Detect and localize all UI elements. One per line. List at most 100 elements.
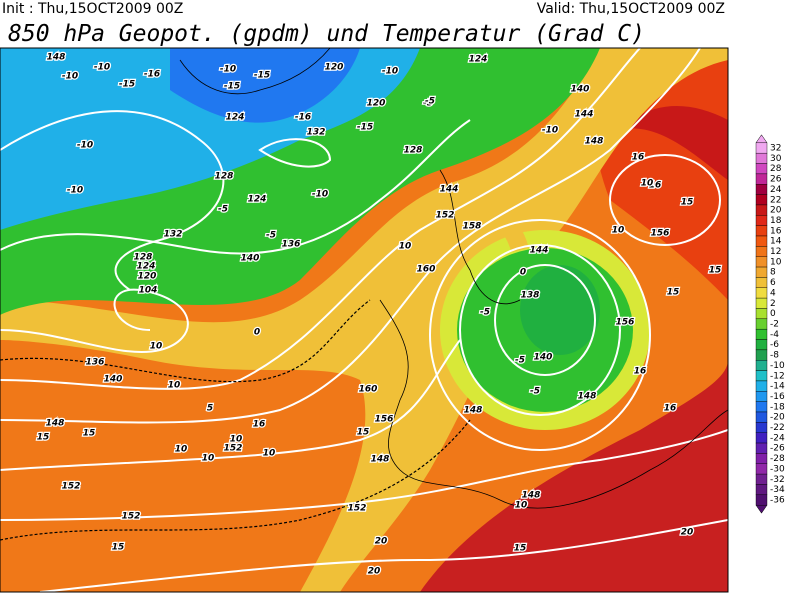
colorbar-swatch (755, 349, 768, 361)
colorbar-swatch (755, 152, 768, 164)
colorbar-swatch (755, 277, 768, 288)
colorbar-swatch (755, 453, 768, 464)
contour-label: 16 (632, 153, 645, 163)
contour-label: 15 (514, 544, 527, 554)
contour-label: -10 (62, 72, 78, 82)
contour-label: 156 (616, 318, 635, 328)
colorbar-swatch (755, 308, 768, 320)
contour-label: -10 (94, 63, 110, 73)
contour-label: 140 (571, 85, 590, 95)
colorbar-tick-label: 4 (770, 288, 776, 298)
contour-label: 136 (86, 358, 105, 368)
colorbar-tick-label: -14 (770, 382, 785, 392)
colorbar-arrow-bottom (755, 504, 768, 514)
colorbar-tick-label: 22 (770, 195, 781, 205)
contour-label: 148 (371, 455, 390, 465)
contour-label: 15 (37, 433, 50, 443)
colorbar-tick-label: -4 (770, 330, 779, 340)
contour-label: 10 (612, 226, 625, 236)
colorbar-tick-label: -24 (770, 433, 785, 443)
colorbar-swatch (755, 360, 768, 371)
colorbar-tick-label: 16 (770, 226, 782, 236)
colorbar-swatch (755, 463, 768, 475)
contour-label: 15 (681, 198, 694, 208)
colorbar-swatch (755, 266, 768, 278)
contour-label: -16 (144, 70, 160, 80)
contour-labels: 148 -10 -10 -15 -16 120 -10 124 140 -5 -10 -15 -15 12… (35, 51, 722, 578)
contour-label: 148 (46, 419, 65, 429)
colorbar-swatch (755, 432, 768, 444)
colorbar-swatch (755, 422, 768, 433)
contour-label: -16 (295, 113, 311, 123)
contour-label: 152 (436, 211, 455, 221)
contour-label: 140 (534, 353, 553, 363)
contour-label: 0 (520, 268, 526, 278)
colorbar-swatch (755, 246, 768, 257)
colorbar-tick-label: -26 (770, 444, 785, 454)
contour-label: 10 (168, 381, 181, 391)
contour-label: -5 (480, 308, 490, 318)
contour-label: 152 (122, 512, 141, 522)
contour-label: 144 (575, 110, 594, 120)
contour-label: 10 (263, 449, 276, 459)
contour-label: 144 (530, 246, 549, 256)
contour-label: 132 (307, 128, 326, 138)
contour-label: 10 (399, 242, 412, 252)
contour-label: 16 (634, 367, 647, 377)
contour-label: 132 (164, 230, 183, 240)
colorbar-swatch (755, 256, 768, 268)
contour-label: -10 (382, 67, 398, 77)
colorbar-swatch (755, 287, 768, 299)
map-title: 850 hPa Geopot. (gpdm) und Temperatur (G… (8, 21, 645, 47)
contour-label: 148 (585, 137, 604, 147)
contour-label: 138 (521, 291, 540, 301)
colorbar-swatch (755, 494, 768, 506)
colorbar-tick-label: 18 (770, 216, 782, 226)
contour-label: 124 (226, 113, 245, 123)
colorbar-swatch (755, 204, 768, 216)
map-area (0, 47, 729, 593)
colorbar-tick-label: -34 (770, 485, 785, 495)
colorbar-tick-label: -18 (770, 402, 785, 412)
contour-label: 104 (139, 286, 158, 296)
contour-label: 128 (215, 172, 234, 182)
colorbar-swatch (755, 215, 768, 226)
colorbar-swatch (755, 442, 768, 454)
colorbar-swatch (755, 173, 768, 185)
colorbar-swatch (755, 225, 768, 237)
contour-label: 20 (681, 528, 694, 538)
colorbar-swatch (755, 391, 768, 402)
colorbar-tick-label: -8 (770, 351, 779, 361)
contour-label: 148 (47, 53, 66, 63)
colorbar-tick-label: 6 (770, 278, 776, 288)
colorbar-swatch (755, 328, 768, 340)
contour-label: 136 (282, 240, 301, 250)
contour-label: -15 (254, 71, 270, 81)
contour-label: -10 (67, 186, 83, 196)
contour-label: -10 (542, 126, 558, 136)
colorbar-tick-label: 14 (770, 237, 782, 247)
contour-label: 15 (357, 428, 370, 438)
colorbar-swatch (755, 163, 768, 175)
colorbar-tick-label: 32 (770, 144, 781, 154)
colorbar-tick-label: -32 (770, 475, 785, 485)
contour-label: -15 (119, 80, 135, 90)
colorbar-tick-label: -30 (770, 464, 785, 474)
colorbar-tick-label: 24 (770, 185, 782, 195)
contour-label: 15 (667, 288, 680, 298)
contour-label: 10 (230, 435, 243, 445)
colorbar-tick-label: 10 (770, 257, 782, 267)
contour-label: 120 (138, 272, 157, 282)
contour-label: 120 (367, 99, 386, 109)
contour-label: 16 (253, 420, 266, 430)
contour-label: -5 (266, 231, 276, 241)
contour-label: 20 (375, 537, 388, 547)
colorbar-swatch (755, 370, 768, 382)
contour-label: 15 (709, 266, 722, 276)
contour-label: 120 (325, 63, 344, 73)
colorbar-tick-label: -2 (770, 320, 779, 330)
init-time: Init : Thu,15OCT2009 00Z (2, 1, 183, 17)
colorbar-swatch (755, 142, 768, 154)
colorbar-tick-label: 20 (770, 206, 782, 216)
